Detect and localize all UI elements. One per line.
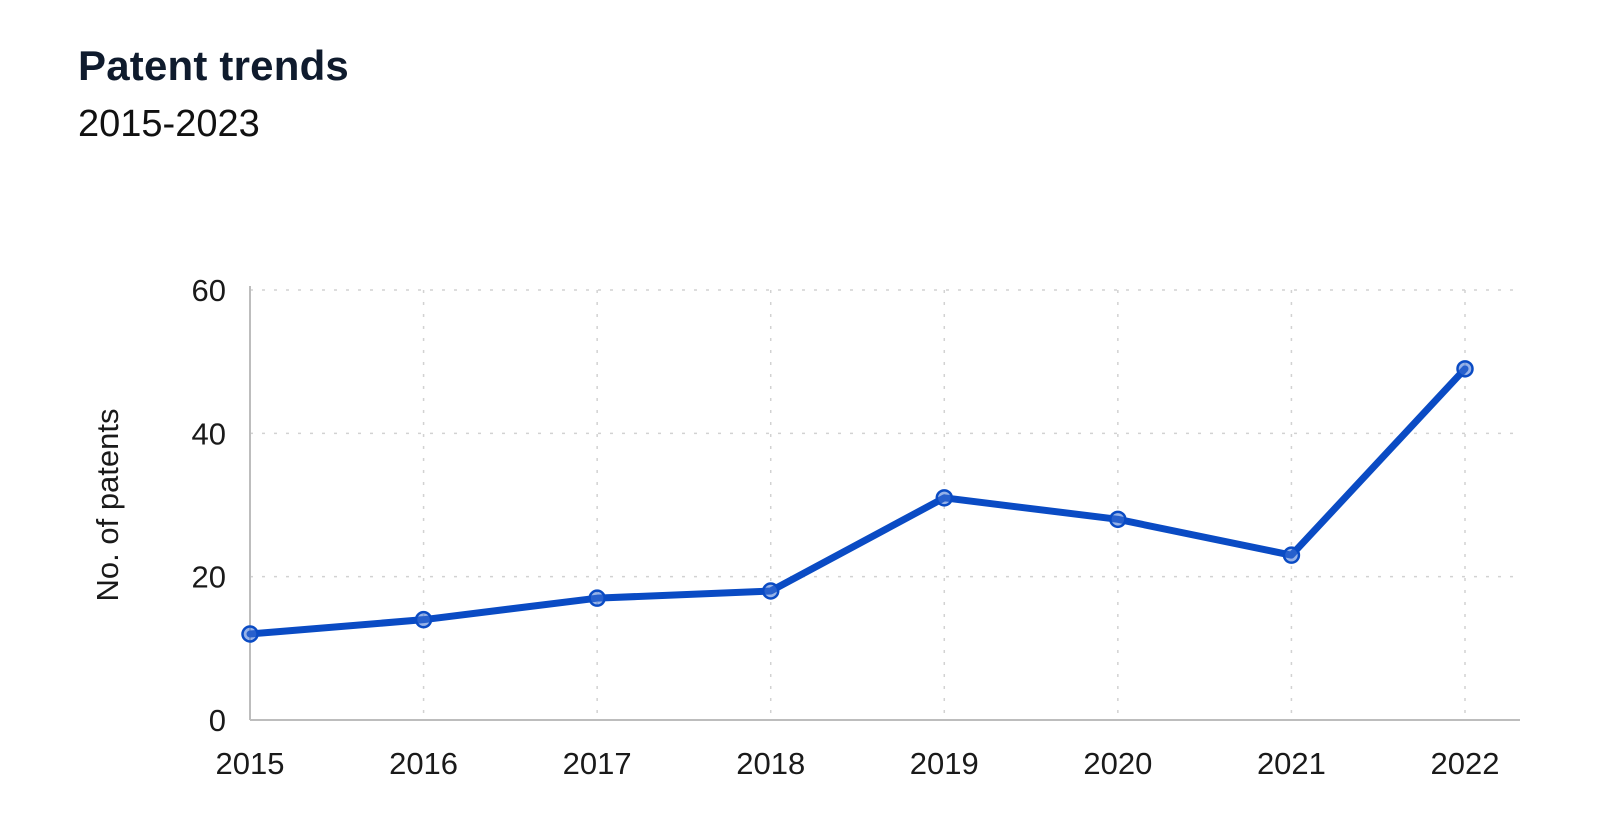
- y-tick-label: 40: [192, 416, 226, 451]
- series: [241, 360, 1474, 643]
- y-tick-label: 60: [192, 273, 226, 308]
- x-tick-label: 2020: [1083, 746, 1152, 781]
- data-point: [241, 625, 259, 643]
- labels: 0 20 40 60 2015 2016 2017 2018 2019 2020 2021 2022 N…: [90, 273, 1499, 781]
- page-title: Patent trends: [78, 42, 349, 89]
- x-tick-label: 2016: [389, 746, 458, 781]
- x-tick-label: 2017: [563, 746, 632, 781]
- x-tick-label: 2019: [910, 746, 979, 781]
- chart-header: Patent trends 2015-2023: [78, 40, 349, 148]
- page-subtitle: 2015-2023: [78, 103, 260, 145]
- data-point: [1456, 360, 1474, 378]
- data-point: [588, 589, 606, 607]
- data-point: [761, 582, 780, 600]
- x-tick-label: 2022: [1431, 746, 1500, 781]
- grid: [250, 289, 1520, 720]
- series-line: [246, 365, 1469, 638]
- y-axis-title: No. of patents: [90, 408, 125, 601]
- y-tick-label: 0: [209, 703, 226, 738]
- y-tick-label: 20: [192, 560, 226, 595]
- x-tick-label: 2018: [736, 746, 805, 781]
- x-tick-label: 2021: [1257, 746, 1326, 781]
- data-point: [1109, 510, 1127, 529]
- data-point: [1282, 546, 1301, 564]
- x-tick-label: 2015: [216, 746, 285, 781]
- data-point: [935, 489, 954, 507]
- data-point: [414, 610, 433, 629]
- axes: [249, 286, 1520, 721]
